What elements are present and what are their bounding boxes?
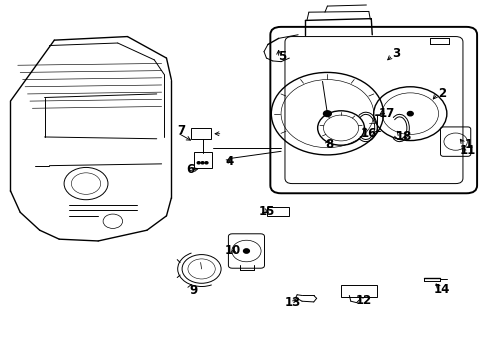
Text: 6: 6 xyxy=(186,163,195,176)
Circle shape xyxy=(197,162,200,164)
Circle shape xyxy=(407,112,412,116)
Text: 18: 18 xyxy=(394,130,411,144)
Circle shape xyxy=(243,249,249,253)
Text: 11: 11 xyxy=(459,144,475,157)
Text: 9: 9 xyxy=(189,284,197,297)
Text: 10: 10 xyxy=(224,244,241,257)
Text: 12: 12 xyxy=(355,294,371,307)
Text: 3: 3 xyxy=(392,47,400,60)
Text: 5: 5 xyxy=(278,50,286,63)
Text: 8: 8 xyxy=(325,138,333,151)
Text: 17: 17 xyxy=(378,107,394,120)
Text: 15: 15 xyxy=(258,205,274,218)
Text: 4: 4 xyxy=(225,155,234,168)
Circle shape xyxy=(201,162,203,164)
Text: 13: 13 xyxy=(285,296,301,309)
Text: 14: 14 xyxy=(433,283,449,296)
Text: 1: 1 xyxy=(464,138,472,150)
Text: 16: 16 xyxy=(361,127,377,140)
Circle shape xyxy=(323,111,330,117)
Circle shape xyxy=(204,162,207,164)
Text: 2: 2 xyxy=(437,87,445,100)
Text: 7: 7 xyxy=(177,124,185,137)
